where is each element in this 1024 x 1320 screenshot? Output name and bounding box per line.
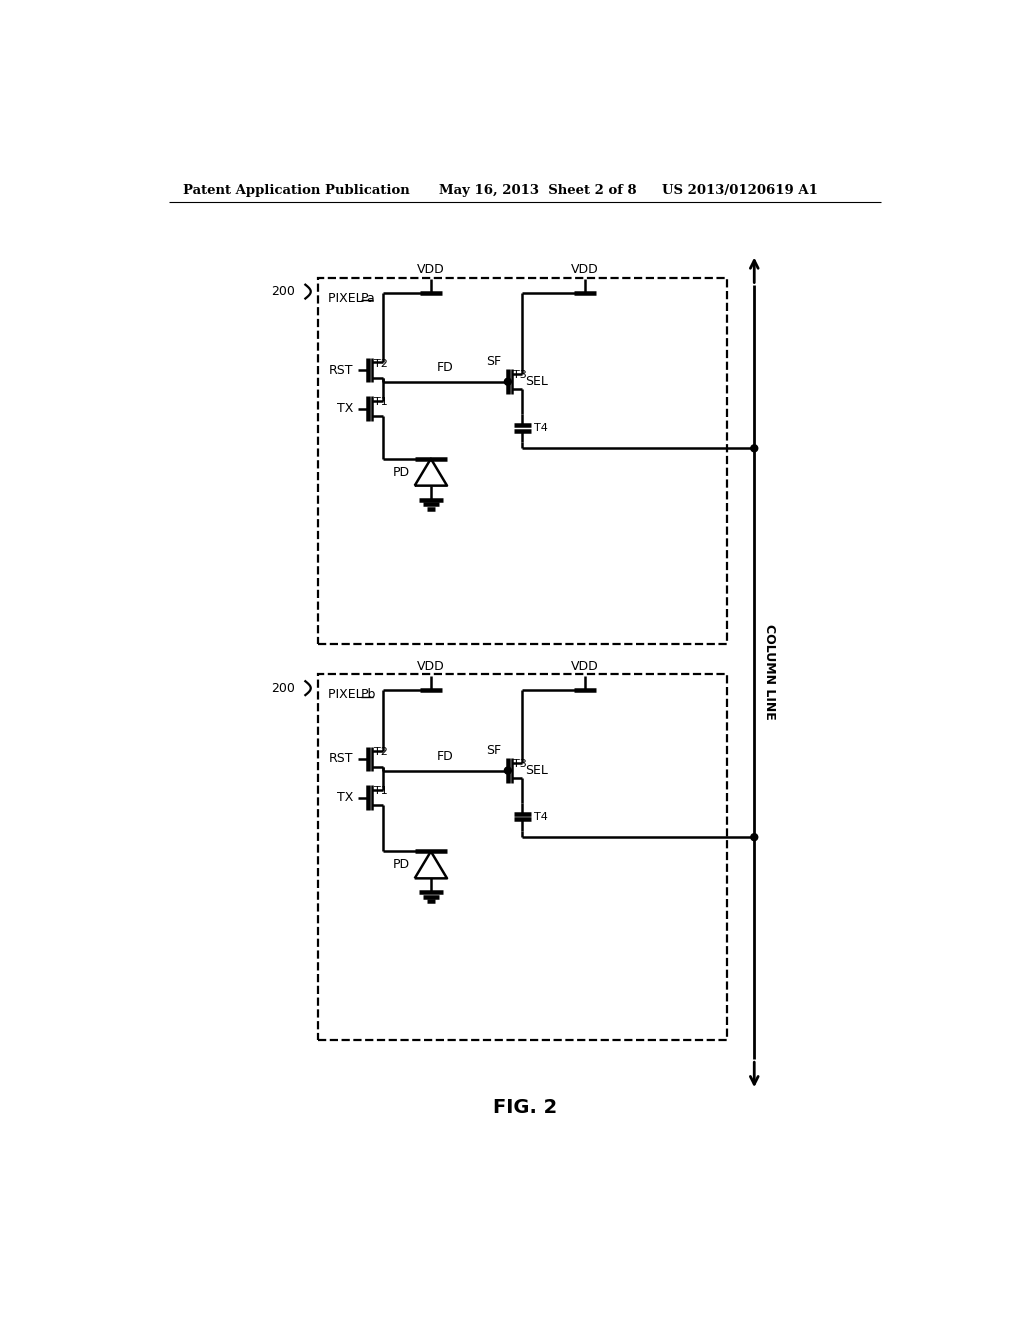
Text: SF: SF: [486, 743, 502, 756]
Text: RST: RST: [329, 363, 353, 376]
Text: T1: T1: [374, 785, 388, 796]
Text: PD: PD: [393, 466, 410, 479]
Text: FD: FD: [437, 360, 454, 374]
Text: Pa: Pa: [360, 292, 376, 305]
Text: T4: T4: [535, 812, 548, 822]
Text: T2: T2: [374, 359, 388, 368]
Text: T4: T4: [535, 422, 548, 433]
Circle shape: [505, 767, 511, 774]
Text: PD: PD: [393, 858, 410, 871]
Text: VDD: VDD: [571, 660, 599, 673]
Text: T3: T3: [513, 759, 527, 770]
Text: PIXEL: PIXEL: [329, 292, 367, 305]
Circle shape: [751, 445, 758, 451]
Text: Pb: Pb: [360, 688, 376, 701]
Text: T1: T1: [374, 397, 388, 407]
Text: COLUMN LINE: COLUMN LINE: [763, 624, 776, 721]
Text: PIXEL: PIXEL: [329, 688, 367, 701]
Text: VDD: VDD: [417, 263, 444, 276]
Text: 200: 200: [270, 285, 295, 298]
Text: SEL: SEL: [525, 375, 549, 388]
Text: VDD: VDD: [417, 660, 444, 673]
Text: Patent Application Publication: Patent Application Publication: [183, 185, 410, 197]
Text: RST: RST: [329, 752, 353, 766]
Text: US 2013/0120619 A1: US 2013/0120619 A1: [662, 185, 818, 197]
Text: SEL: SEL: [525, 764, 549, 777]
Text: SF: SF: [486, 355, 502, 368]
Text: FIG. 2: FIG. 2: [493, 1097, 557, 1117]
Text: T3: T3: [513, 370, 527, 380]
Text: TX: TX: [337, 403, 353, 416]
Text: TX: TX: [337, 791, 353, 804]
Text: 200: 200: [270, 681, 295, 694]
Circle shape: [505, 379, 511, 385]
Text: VDD: VDD: [571, 263, 599, 276]
Circle shape: [751, 834, 758, 841]
Text: May 16, 2013  Sheet 2 of 8: May 16, 2013 Sheet 2 of 8: [438, 185, 636, 197]
Text: T2: T2: [374, 747, 388, 758]
Text: FD: FD: [437, 750, 454, 763]
